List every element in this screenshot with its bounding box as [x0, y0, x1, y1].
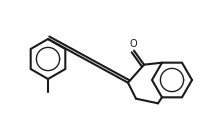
Text: O: O [129, 39, 137, 49]
